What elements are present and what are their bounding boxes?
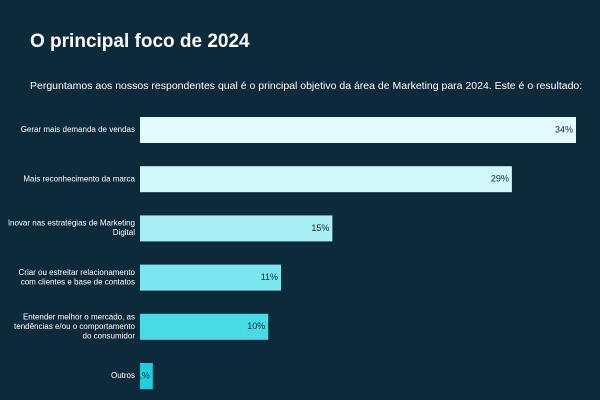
value-label: 34%: [555, 124, 573, 134]
category-label: Gerar mais demanda de vendas: [21, 125, 135, 134]
bar: [140, 166, 512, 193]
value-label: 29%: [491, 174, 509, 184]
bar: [140, 264, 282, 291]
value-label: 1%: [137, 370, 150, 380]
category-label: Inovar nas estratégias de Marketing Digit…: [8, 219, 135, 238]
bar: [140, 117, 576, 143]
bar: [140, 215, 333, 242]
category-label: Mais reconhecimento da marca: [23, 174, 135, 183]
value-label: 11%: [261, 272, 278, 282]
category-label: Entender melhor o mercado, as tendências …: [14, 312, 136, 340]
bar: [140, 313, 269, 340]
chart-title: O principal foco de 2024: [30, 31, 250, 52]
category-label: Criar ou estreitar relacionamento com cli…: [19, 268, 136, 287]
bar: [140, 363, 153, 389]
chart-subtitle: Perguntamos aos nossos respondentes qual…: [30, 80, 582, 92]
value-label: 15%: [311, 223, 329, 233]
category-label: Outros: [111, 371, 135, 380]
value-label: 10%: [247, 321, 265, 331]
